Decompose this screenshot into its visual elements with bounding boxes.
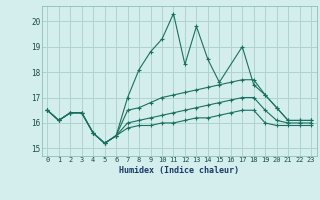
X-axis label: Humidex (Indice chaleur): Humidex (Indice chaleur) <box>119 166 239 175</box>
